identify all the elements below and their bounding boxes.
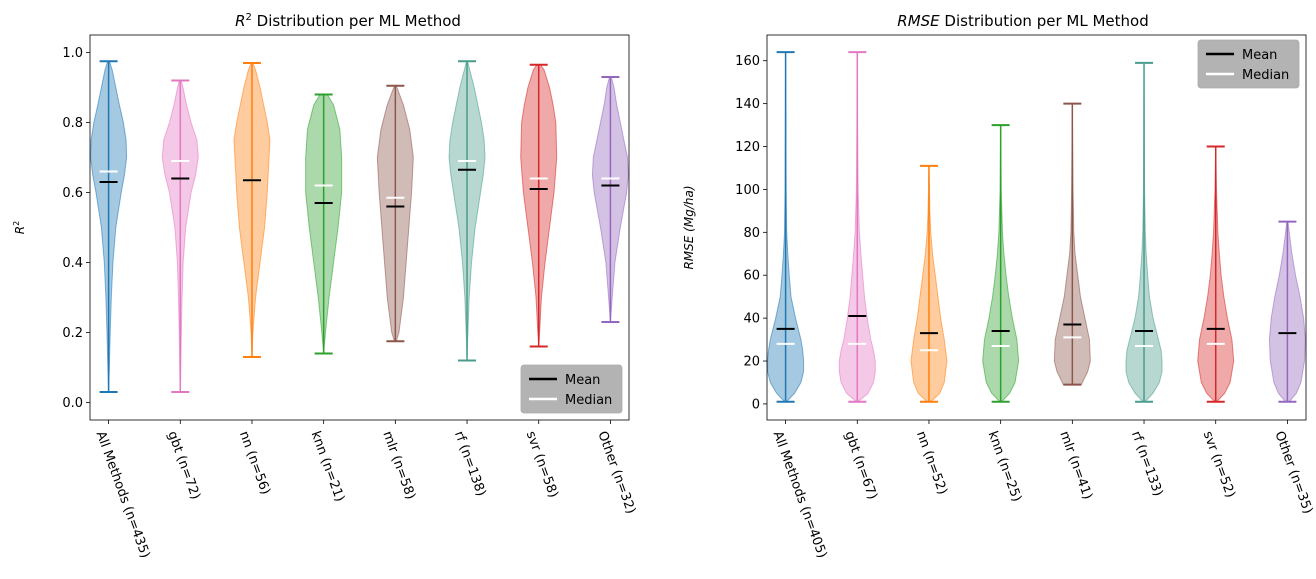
y-tick-label: 60 bbox=[743, 269, 760, 284]
x-tick-label: gbt (n=67) bbox=[841, 429, 880, 501]
legend-box bbox=[1197, 39, 1300, 89]
legend: Mean Median bbox=[1197, 39, 1300, 89]
x-tick-label: rf (n=138) bbox=[451, 429, 488, 498]
y-tick-label: 0.2 bbox=[62, 326, 83, 341]
y-tick-label: 20 bbox=[743, 355, 760, 370]
x-tick-label: Other (n=32) bbox=[594, 429, 638, 516]
y-tick-label: 80 bbox=[743, 226, 760, 241]
x-tick-label: nn (n=52) bbox=[913, 429, 950, 497]
chart-title: R2 Distribution per ML Method bbox=[235, 12, 461, 30]
y-tick-label: 40 bbox=[743, 312, 760, 327]
y-tick-label: 100 bbox=[735, 183, 760, 198]
legend-mean-label: Mean bbox=[1242, 48, 1277, 63]
chart-panel-1: All Methods (n=435) gbt (n=72) nn (n=56) kn… bbox=[12, 12, 638, 560]
x-tick-label: All Methods (n=405) bbox=[770, 429, 830, 560]
y-tick-label: 0 bbox=[752, 397, 760, 412]
plot-frame bbox=[89, 34, 630, 421]
y-tick-label: 0.4 bbox=[62, 256, 83, 271]
x-tick-label: mlr (n=58) bbox=[379, 429, 418, 501]
legend-box bbox=[520, 364, 623, 414]
y-tick-label: 0.8 bbox=[62, 116, 83, 131]
legend: Mean Median bbox=[520, 364, 623, 414]
x-tick-label: knn (n=25) bbox=[985, 429, 1024, 504]
x-tick-label: gbt (n=72) bbox=[164, 429, 203, 501]
x-tick-label: All Methods (n=435) bbox=[93, 429, 153, 560]
y-axis-label: RMSE (Mg/ha) bbox=[682, 185, 696, 269]
x-tick-label: Other (n=35) bbox=[1271, 429, 1315, 516]
y-tick-label: 140 bbox=[735, 97, 760, 112]
y-tick-label: 120 bbox=[735, 140, 760, 155]
x-tick-label: nn (n=56) bbox=[236, 429, 273, 497]
legend-median-label: Median bbox=[565, 393, 612, 408]
x-tick-label: svr (n=58) bbox=[523, 429, 561, 500]
legend-mean-label: Mean bbox=[565, 373, 600, 388]
x-tick-label: rf (n=133) bbox=[1128, 429, 1165, 498]
y-axis-label: R2 bbox=[12, 221, 27, 234]
chart-panel-2: All Methods (n=405) gbt (n=67) nn (n=52) kn… bbox=[682, 12, 1315, 560]
y-tick-label: 160 bbox=[735, 54, 760, 69]
legend-median-label: Median bbox=[1242, 68, 1289, 83]
x-tick-label: knn (n=21) bbox=[308, 429, 347, 504]
x-tick-label: mlr (n=41) bbox=[1056, 429, 1095, 501]
x-tick-label: svr (n=52) bbox=[1200, 429, 1238, 500]
chart-title: RMSE Distribution per ML Method bbox=[897, 12, 1148, 30]
y-tick-label: 1.0 bbox=[62, 46, 83, 61]
y-tick-label: 0.6 bbox=[62, 186, 83, 201]
y-tick-label: 0.0 bbox=[62, 396, 83, 411]
plot-frame bbox=[766, 34, 1307, 421]
